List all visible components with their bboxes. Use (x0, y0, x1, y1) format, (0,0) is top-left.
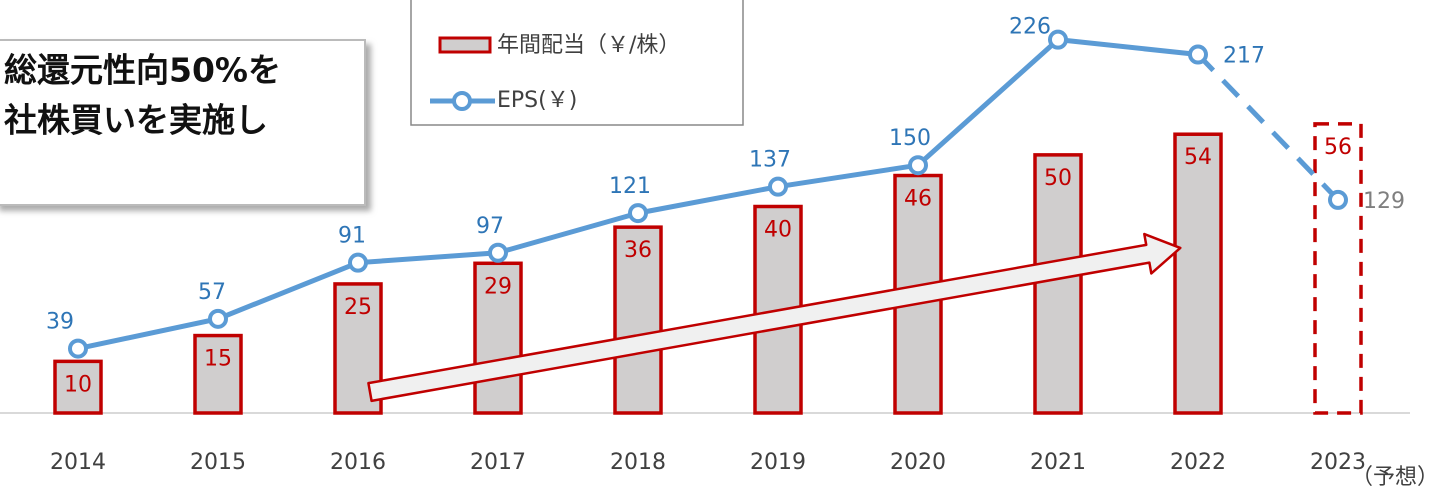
bar (473, 261, 523, 415)
bar-value-label: 40 (764, 218, 792, 243)
bar (193, 333, 243, 415)
line-value-label: 129 (1363, 189, 1405, 214)
line-value-label: 226 (1009, 15, 1051, 40)
bar (1173, 132, 1223, 415)
bar (53, 359, 103, 415)
line-marker (348, 252, 368, 273)
line-marker (628, 203, 648, 224)
bar-value-label: 56 (1324, 135, 1352, 160)
bar (1033, 153, 1083, 415)
annotation: 総還元性向50%を (4, 51, 281, 90)
trend-arrow (367, 232, 1182, 403)
bar (613, 225, 663, 415)
plot-area: 2014 2015 2016 2017 2018 2019 2020 2021 2022 2023… (0, 15, 1410, 475)
x-tick-label: 2023 (1310, 450, 1366, 475)
x-tick-label: 2019 (750, 450, 806, 475)
annotation-box (0, 39, 366, 206)
legend-swatch (452, 91, 472, 111)
bar-value-label: 29 (484, 274, 512, 299)
x-tick-label: 2021 (1030, 450, 1086, 475)
line-marker (1048, 29, 1068, 50)
line-value-label: 57 (198, 280, 226, 305)
bar-value-label: 50 (1044, 166, 1072, 191)
line-marker (768, 176, 788, 197)
line-marker (1328, 189, 1348, 210)
line-value-label: 39 (46, 310, 74, 335)
line-marker (68, 338, 88, 359)
line-marker (1188, 44, 1208, 65)
bar-value-label: 46 (904, 187, 932, 212)
x-tick-label: 2017 (470, 450, 526, 475)
legend-swatch (438, 36, 492, 54)
legend-label: 年間配当（￥/株） (497, 33, 680, 58)
line-value-label: 150 (889, 126, 931, 151)
bar-value-label: 36 (624, 238, 652, 263)
bar-value-label: 10 (64, 372, 92, 397)
legend-label: EPS(￥) (497, 88, 577, 113)
forecast-note: （予想） (1351, 465, 1437, 490)
bar-value-label: 54 (1184, 145, 1212, 170)
annotation: 社株買いを実施し (4, 101, 268, 140)
x-tick-label: 2015 (190, 450, 246, 475)
x-tick-label: 2020 (890, 450, 946, 475)
bar-value-label: 15 (204, 347, 232, 372)
bar-value-label: 25 (344, 295, 372, 320)
line-marker (208, 308, 228, 329)
x-tick-label: 2022 (1170, 450, 1226, 475)
line-marker (908, 155, 928, 176)
line-marker (488, 242, 508, 263)
line-value-label: 121 (609, 174, 651, 199)
x-tick-label: 2014 (50, 450, 106, 475)
line-value-label: 217 (1223, 44, 1265, 69)
bar (333, 282, 383, 415)
line-value-label: 91 (338, 224, 366, 249)
bar (1313, 122, 1363, 415)
x-tick-label: 2018 (610, 450, 666, 475)
line-value-label: 97 (476, 214, 504, 239)
x-tick-label: 2016 (330, 450, 386, 475)
line-value-label: 137 (749, 148, 791, 173)
